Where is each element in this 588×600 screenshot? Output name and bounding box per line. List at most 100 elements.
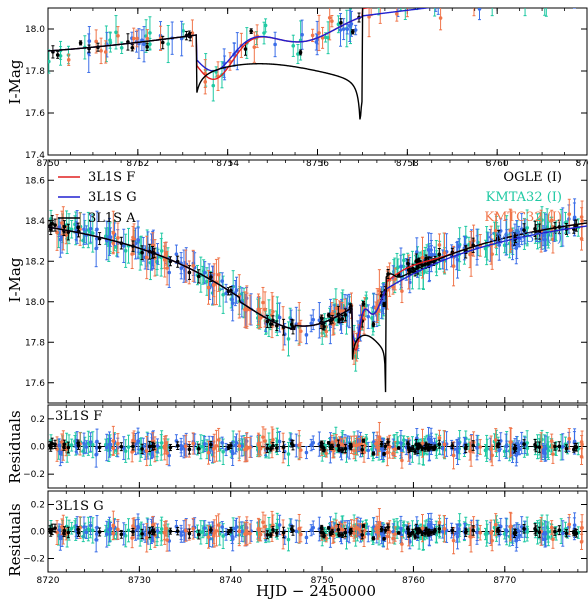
zoom-point-39	[108, 40, 113, 45]
zoom-point-62	[396, 2, 400, 6]
resf-point-356	[437, 436, 442, 440]
main-point-244	[82, 227, 86, 232]
resf-ytick-label-1: 0.0	[31, 443, 46, 453]
main-point-63	[123, 249, 128, 253]
resf-point-374	[352, 443, 356, 448]
resf-point-466	[463, 446, 468, 451]
resf-point-210	[309, 443, 314, 447]
resf-point-447	[321, 445, 325, 450]
zoom-models	[48, 8, 433, 120]
resf-point-335	[551, 452, 555, 456]
main-point-356	[437, 243, 442, 247]
zoom-point-47	[181, 29, 186, 33]
resf-point-348	[297, 443, 301, 447]
main-point-358	[130, 252, 134, 256]
main-model-A	[48, 222, 587, 393]
main-point-381	[579, 236, 584, 241]
main-point-441	[533, 227, 537, 231]
resg-xtick-label-5: 8770	[493, 576, 516, 586]
resf-point-468	[147, 444, 152, 449]
resf-point-478	[330, 445, 335, 449]
main-point-361	[400, 289, 404, 293]
resf-point-250	[94, 452, 98, 457]
zoom-point-40	[48, 59, 51, 64]
resf-point-469	[396, 446, 401, 450]
resf-point-481	[418, 444, 422, 449]
main-point-387	[165, 266, 169, 270]
zoom-point-41	[119, 46, 124, 50]
resf-point-449	[343, 446, 348, 451]
resf-point-450	[196, 446, 201, 451]
main-point-488	[361, 302, 366, 306]
resf-point-410	[119, 444, 124, 449]
resf-point-482	[426, 446, 430, 451]
main-panel: 17.6 17.8 18.0 18.2 18.4 18.6	[25, 159, 588, 404]
resf-point-370	[212, 447, 216, 451]
zoom-point-137	[243, 47, 248, 51]
resf-point-479	[408, 447, 412, 452]
resf-point-350	[334, 438, 339, 443]
resf-point-293	[230, 449, 235, 453]
residuals-f-panel: −0.2 0.0 0.2	[23, 404, 588, 489]
resf-point-456	[471, 443, 475, 448]
main-point-293	[230, 297, 235, 302]
zoom-point-97	[320, 36, 325, 40]
main-point-346	[261, 300, 265, 305]
resf-point-279	[224, 447, 228, 452]
resf-point-259	[167, 453, 172, 458]
resf-point-326	[508, 440, 513, 445]
resf-point-386	[237, 444, 242, 448]
resg-xtick-label-3: 8750	[311, 576, 334, 586]
resf-point-134	[126, 445, 131, 449]
resf-point-330	[442, 442, 447, 447]
main-point-367	[243, 307, 247, 312]
resf-point-435	[275, 446, 279, 450]
resf-point-230	[107, 442, 112, 447]
main-point-330	[442, 251, 447, 255]
zoom-point-109	[438, 16, 443, 20]
resg-ytick-label-0: −0.2	[23, 555, 45, 565]
resf-point-381	[579, 454, 584, 459]
residuals-g-panel: 8720 8730 8740 8750 8760 8770 −0.2 0.0 0.2	[23, 490, 588, 586]
main-point-359	[131, 235, 135, 240]
main-point-310	[493, 228, 498, 233]
zoom-point-68	[338, 28, 343, 32]
zoom-point-88	[353, 28, 358, 32]
zoom-point-119	[66, 58, 71, 62]
zoom-point-161	[78, 41, 83, 45]
zoom-point-103	[378, 4, 382, 8]
resf-points	[48, 421, 584, 470]
zoom-point-120	[131, 36, 136, 41]
resf-point-489	[386, 440, 390, 444]
main-point-276	[88, 226, 93, 231]
resf-point-440	[53, 442, 57, 447]
resg-xtick-label-4: 8760	[402, 576, 425, 586]
main-point-449	[343, 313, 348, 317]
resf-point-216	[498, 439, 503, 443]
main-point-275	[463, 243, 467, 247]
resf-point-115	[221, 449, 225, 454]
resf-point-258	[136, 439, 140, 443]
resf-point-239	[504, 444, 508, 449]
resf-point-436	[209, 442, 213, 447]
resf-point-327	[116, 441, 120, 446]
main-point-350	[334, 306, 339, 311]
zoom-xtick-label-6: 8762	[576, 159, 588, 169]
zoom-panel: 875087528754875687588760876217.417.617.8…	[25, 1, 588, 169]
resf-point-88	[69, 443, 74, 447]
resf-point-373	[257, 443, 261, 448]
main-point-487	[406, 261, 410, 266]
main-points	[48, 198, 584, 372]
resf-point-361	[400, 458, 404, 463]
resf-point-393	[362, 443, 367, 448]
resf-point-488	[361, 438, 366, 443]
resf-point-443	[557, 444, 562, 449]
zoom-point-89	[436, 1, 440, 5]
zoom-ytick-label-1: 17.6	[25, 109, 45, 119]
zoom-model-A	[48, 8, 364, 120]
main-point-184	[58, 237, 63, 242]
zoom-point-9	[211, 83, 216, 88]
resf-point-402	[175, 443, 180, 448]
zoom-point-92	[477, 8, 482, 11]
